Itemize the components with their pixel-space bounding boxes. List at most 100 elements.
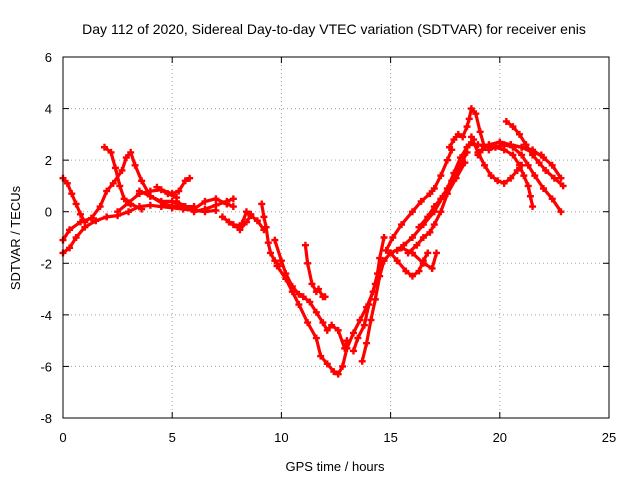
data-point-marker (509, 143, 517, 151)
data-point-marker (426, 228, 434, 236)
data-point-marker (229, 195, 237, 203)
data-point-marker (66, 226, 74, 234)
data-point-marker (393, 257, 401, 265)
data-point-marker (494, 177, 502, 185)
data-point-marker (349, 329, 357, 337)
data-point-marker (76, 218, 84, 226)
data-point-marker (317, 352, 325, 360)
chart-title: Day 112 of 2020, Sidereal Day-to-day VTE… (82, 21, 586, 37)
y-tick-label: -6 (40, 359, 52, 374)
data-point-marker (437, 208, 445, 216)
data-point-marker (315, 285, 323, 293)
data-point-marker (356, 316, 364, 324)
series-arc17 (382, 146, 456, 254)
series-arc8 (153, 183, 181, 202)
data-point-marker (349, 347, 357, 355)
data-point-marker (467, 133, 475, 141)
data-point-marker (273, 262, 281, 270)
data-point-marker (413, 241, 421, 249)
x-tick-label: 10 (274, 430, 288, 445)
data-point-marker (120, 195, 128, 203)
data-point-marker (304, 319, 312, 327)
data-point-marker (376, 254, 384, 262)
data-point-marker (181, 203, 189, 211)
data-point-marker (548, 161, 556, 169)
plot-frame (62, 56, 610, 419)
data-point-marker (103, 187, 111, 195)
data-point-marker (456, 154, 464, 162)
data-point-marker (288, 288, 296, 296)
data-point-marker (218, 213, 226, 221)
grid-lines (63, 57, 609, 418)
data-point-marker (304, 259, 312, 267)
series-arc2 (59, 174, 89, 226)
data-point-marker (463, 123, 471, 131)
data-point-marker (100, 143, 108, 151)
data-point-marker (450, 136, 458, 144)
data-point-marker (122, 154, 130, 162)
series-arc11 (258, 200, 283, 270)
data-point-marker (201, 205, 209, 213)
data-point-marker (92, 217, 100, 225)
y-tick-label: 2 (45, 153, 52, 168)
data-point-marker (380, 257, 388, 265)
data-point-marker (487, 172, 495, 180)
data-point-marker (491, 143, 499, 151)
series-arc7 (173, 195, 237, 213)
data-point-marker (467, 105, 475, 113)
data-point-marker (419, 234, 427, 241)
data-point-marker (443, 156, 451, 164)
data-point-marker (173, 194, 181, 202)
data-point-marker (502, 117, 510, 125)
data-point-marker (450, 169, 458, 177)
series-arc10 (236, 212, 268, 234)
data-point-marker (72, 234, 80, 241)
data-point-marker (539, 154, 547, 162)
series-arc12 (271, 236, 351, 352)
data-point-marker (306, 298, 314, 306)
data-point-marker (186, 174, 194, 182)
data-point-marker (157, 197, 165, 205)
data-point-marker (446, 143, 454, 151)
series-line (448, 107, 487, 149)
data-point-marker (242, 208, 250, 216)
data-point-marker (107, 148, 115, 156)
series-arc27 (502, 117, 567, 190)
data-point-marker (118, 166, 126, 174)
series-arc26 (500, 141, 565, 216)
data-point-marker (474, 151, 482, 159)
data-point-marker (299, 293, 307, 301)
data-point-marker (308, 280, 316, 288)
data-point-marker (312, 334, 320, 342)
y-tick-label: -4 (40, 308, 52, 323)
data-point-marker (415, 267, 423, 275)
data-point-marker (515, 130, 523, 138)
data-point-marker (382, 246, 390, 254)
y-tick-label: 6 (45, 50, 52, 65)
data-point-marker (323, 326, 331, 334)
data-point-marker (496, 138, 504, 146)
data-point-marker (430, 185, 438, 193)
data-point-marker (127, 148, 135, 156)
data-point-marker (500, 179, 508, 187)
data-point-marker (531, 172, 539, 180)
data-point-marker (380, 234, 388, 241)
data-point-marker (323, 360, 331, 368)
data-point-marker (153, 183, 161, 191)
axis-ticks: 0 5 10 15 20 25 -8 -6 -4 -2 0 2 4 6 (40, 50, 616, 445)
data-point-marker (557, 208, 565, 216)
data-point-marker (116, 182, 124, 190)
data-point-marker (500, 141, 508, 149)
data-point-marker (465, 115, 473, 123)
data-point-marker (339, 362, 347, 370)
data-point-marker (557, 174, 565, 182)
x-tick-label: 0 (59, 430, 66, 445)
data-point-marker (68, 190, 76, 198)
x-tick-label: 25 (602, 430, 616, 445)
data-point-marker (96, 203, 104, 211)
data-series (59, 105, 567, 378)
data-point-marker (354, 334, 362, 342)
data-point-marker (424, 249, 432, 257)
data-point-marker (515, 161, 523, 169)
data-point-marker (125, 208, 133, 216)
